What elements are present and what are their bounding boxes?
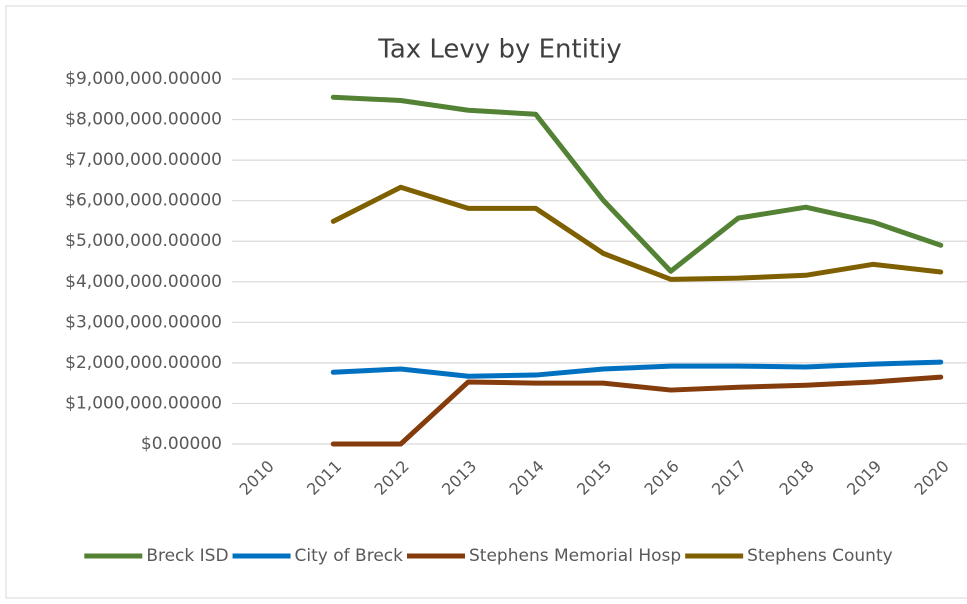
legend-label: City of Breck xyxy=(295,546,404,566)
y-tick-label: $7,000,000.00000 xyxy=(65,150,222,170)
legend-label: Stephens Memorial Hosp xyxy=(469,546,681,566)
series-line xyxy=(330,359,944,379)
y-tick-label: $1,000,000.00000 xyxy=(65,393,222,413)
y-tick-label: $6,000,000.00000 xyxy=(65,191,222,211)
legend-label: Stephens County xyxy=(747,546,893,566)
y-tick-label: $3,000,000.00000 xyxy=(65,312,222,332)
y-tick-label: $0.00000 xyxy=(141,434,222,454)
y-tick-label: $8,000,000.00000 xyxy=(65,110,222,130)
series-line xyxy=(330,184,944,282)
y-tick-label: $4,000,000.00000 xyxy=(65,272,222,292)
series-line xyxy=(330,94,944,274)
y-tick-label: $9,000,000.00000 xyxy=(65,69,222,89)
chart-title: Tax Levy by Entitiy xyxy=(377,35,622,65)
legend-label: Breck ISD xyxy=(146,546,228,566)
y-tick-label: $5,000,000.00000 xyxy=(65,231,222,251)
y-tick-label: $2,000,000.00000 xyxy=(65,353,222,373)
series-line xyxy=(330,374,944,447)
chart-frame xyxy=(5,5,967,599)
